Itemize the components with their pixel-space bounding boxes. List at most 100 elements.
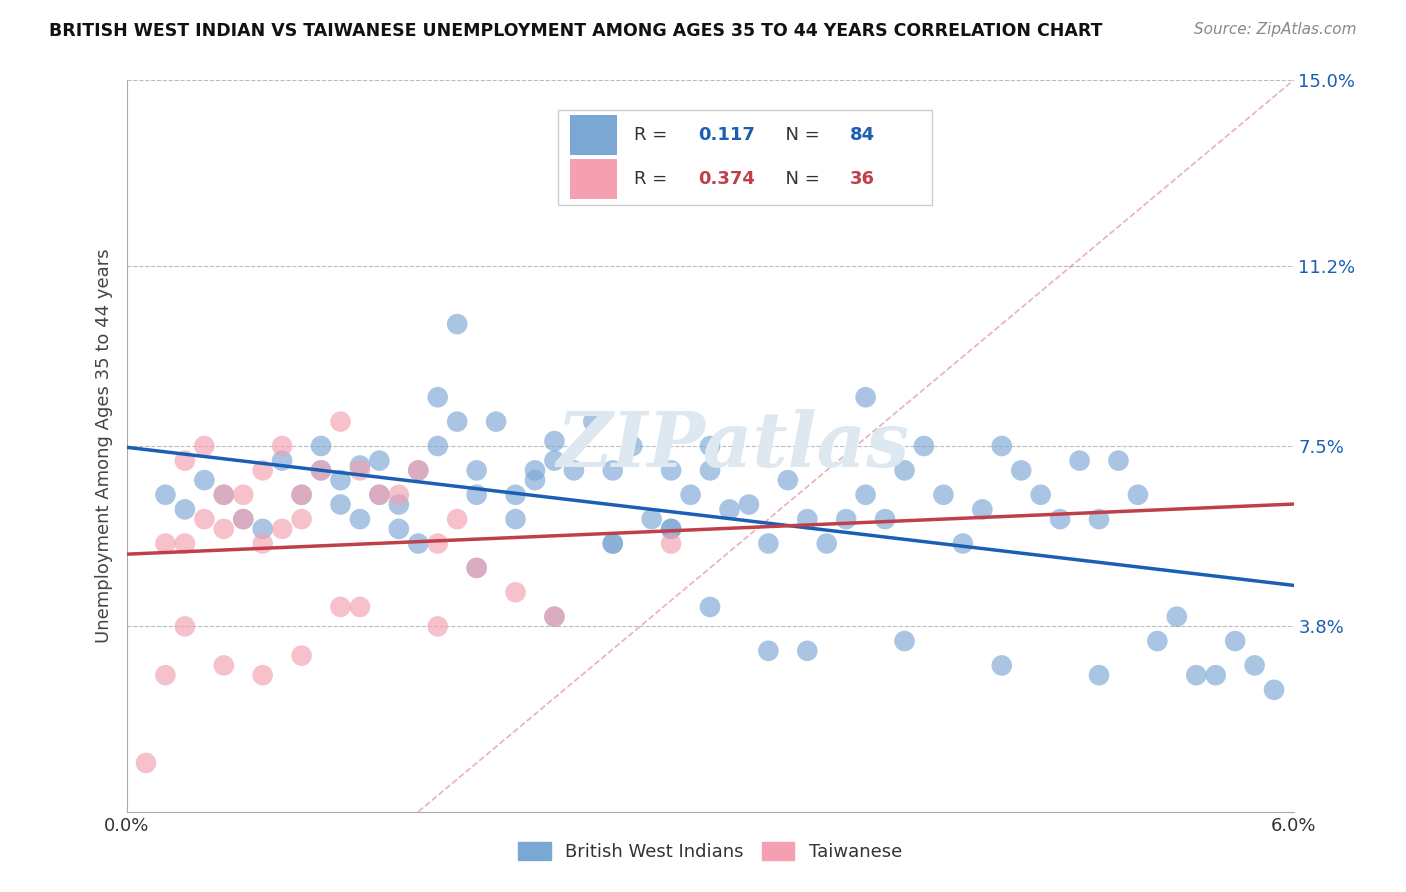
Point <box>756 536 779 550</box>
Point <box>408 463 430 477</box>
Point <box>679 488 702 502</box>
Point <box>1088 512 1111 526</box>
Point <box>426 439 449 453</box>
Point <box>659 463 682 477</box>
Point <box>1263 682 1285 697</box>
Point <box>1166 609 1188 624</box>
Point <box>1069 453 1091 467</box>
Point <box>465 561 488 575</box>
Point <box>329 498 352 512</box>
Text: N =: N = <box>775 170 825 188</box>
FancyBboxPatch shape <box>569 115 617 155</box>
Point <box>290 488 312 502</box>
Point <box>465 561 488 575</box>
Point <box>524 473 547 487</box>
FancyBboxPatch shape <box>569 159 617 199</box>
Point <box>738 498 761 512</box>
Point <box>193 439 215 453</box>
Point <box>446 512 468 526</box>
Point <box>505 488 527 502</box>
Point <box>505 585 527 599</box>
Point <box>252 463 274 477</box>
Point <box>349 463 371 477</box>
Point <box>1205 668 1227 682</box>
Point <box>252 522 274 536</box>
Point <box>641 512 664 526</box>
Point <box>932 488 955 502</box>
Legend: British West Indians, Taiwanese: British West Indians, Taiwanese <box>510 835 910 869</box>
Point <box>990 439 1012 453</box>
Point <box>349 599 371 614</box>
Point <box>252 668 274 682</box>
Point <box>388 522 411 536</box>
Point <box>1029 488 1052 502</box>
Point <box>543 434 565 449</box>
Point <box>329 473 352 487</box>
Point <box>271 453 294 467</box>
Point <box>271 439 294 453</box>
Point <box>426 619 449 633</box>
Point <box>271 522 294 536</box>
Point <box>252 536 274 550</box>
Point <box>135 756 157 770</box>
Point <box>855 488 877 502</box>
Point <box>232 488 254 502</box>
Point <box>524 463 547 477</box>
Point <box>212 488 235 502</box>
Point <box>602 463 624 477</box>
Point <box>388 498 411 512</box>
Point <box>174 619 197 633</box>
Point <box>815 536 838 550</box>
Point <box>1108 453 1130 467</box>
Point <box>1049 512 1071 526</box>
Point <box>368 453 391 467</box>
Text: R =: R = <box>634 126 673 145</box>
Point <box>659 522 682 536</box>
Point <box>1243 658 1265 673</box>
Point <box>543 609 565 624</box>
Point <box>193 512 215 526</box>
Text: 84: 84 <box>851 126 875 145</box>
Point <box>659 536 682 550</box>
Point <box>1088 668 1111 682</box>
Point <box>309 463 332 477</box>
Point <box>232 512 254 526</box>
Point <box>699 463 721 477</box>
Point <box>368 488 391 502</box>
Point <box>155 536 177 550</box>
Point <box>796 644 818 658</box>
Point <box>446 415 468 429</box>
Point <box>329 415 352 429</box>
Text: 0.374: 0.374 <box>699 170 755 188</box>
Point <box>174 453 197 467</box>
Text: 0.117: 0.117 <box>699 126 755 145</box>
Point <box>562 463 585 477</box>
Text: 36: 36 <box>851 170 875 188</box>
Point <box>174 502 197 516</box>
Point <box>485 415 508 429</box>
Point <box>408 463 430 477</box>
Point <box>912 439 935 453</box>
Point <box>408 536 430 550</box>
Y-axis label: Unemployment Among Ages 35 to 44 years: Unemployment Among Ages 35 to 44 years <box>94 249 112 643</box>
Point <box>212 658 235 673</box>
Point <box>193 473 215 487</box>
Point <box>776 473 799 487</box>
Point <box>349 458 371 473</box>
Point <box>290 488 312 502</box>
Point <box>212 522 235 536</box>
Point <box>699 439 721 453</box>
Point <box>465 488 488 502</box>
Point <box>1146 634 1168 648</box>
FancyBboxPatch shape <box>558 110 932 204</box>
Point <box>505 512 527 526</box>
Point <box>893 463 915 477</box>
Point <box>756 644 779 658</box>
Point <box>329 599 352 614</box>
Point <box>972 502 994 516</box>
Point <box>388 488 411 502</box>
Point <box>1010 463 1032 477</box>
Point <box>718 502 741 516</box>
Point <box>1185 668 1208 682</box>
Text: R =: R = <box>634 170 673 188</box>
